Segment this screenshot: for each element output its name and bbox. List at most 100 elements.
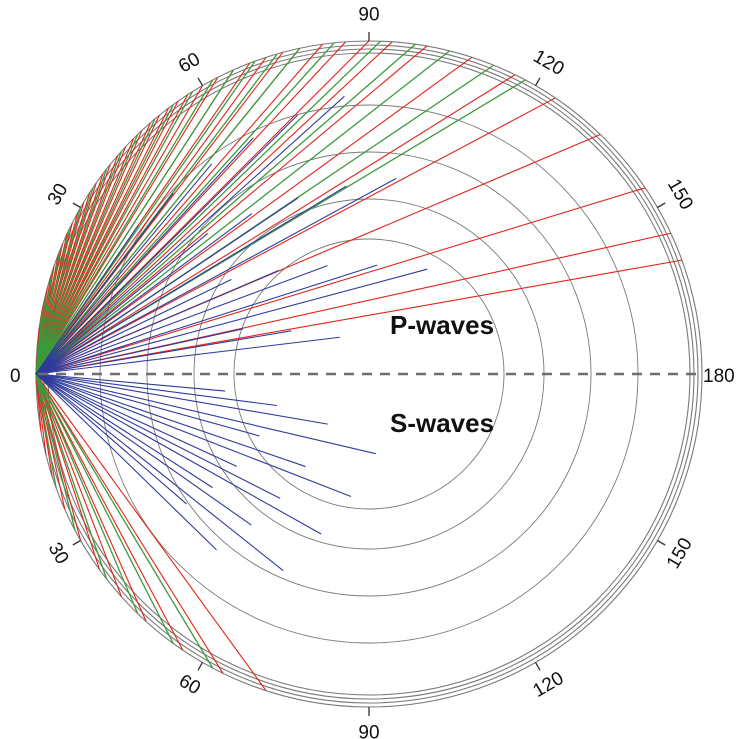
blue-ray <box>35 373 284 572</box>
tick-label: 30 <box>44 180 73 209</box>
green-ray <box>35 187 94 375</box>
blue-ray <box>35 197 299 375</box>
blue-ray <box>35 213 253 375</box>
green-ray <box>35 118 156 375</box>
blue-ray <box>35 373 306 468</box>
tick-label: 120 <box>530 46 568 80</box>
green-ray <box>35 69 235 375</box>
blue-ray <box>35 225 139 375</box>
blue-ray <box>35 373 213 489</box>
green-ray <box>35 373 174 644</box>
blue-ray <box>35 114 298 375</box>
green-ray <box>35 168 108 375</box>
green-ray <box>35 249 61 375</box>
blue-ray <box>35 137 254 375</box>
blue-ray <box>35 373 260 437</box>
green-ray <box>35 60 256 375</box>
tick-label: 30 <box>44 539 73 568</box>
red-ray <box>35 74 516 375</box>
green-ray <box>35 79 214 375</box>
blue-ray <box>35 265 328 375</box>
axis-right-label: 180 <box>703 366 735 387</box>
red-ray <box>35 43 324 375</box>
tick-label: 150 <box>663 535 697 573</box>
red-ray <box>35 187 646 375</box>
tick-mark <box>197 77 204 86</box>
blue-ray <box>35 185 347 375</box>
blue-ray <box>35 328 244 375</box>
outer-tick-marks <box>72 32 666 716</box>
green-ray <box>35 50 450 375</box>
inner-ring <box>233 238 505 510</box>
tick-mark <box>197 662 204 671</box>
blue-ray <box>35 177 397 375</box>
red-ray <box>35 41 393 375</box>
tick-mark <box>534 662 541 671</box>
green-ray <box>35 104 174 375</box>
blue-ray-paths <box>35 95 428 572</box>
s-waves-label: S-waves <box>390 408 494 438</box>
blue-ray <box>35 268 428 375</box>
green-ray <box>35 373 139 614</box>
red-ray <box>35 45 428 375</box>
blue-ray <box>35 269 280 375</box>
blue-ray <box>35 373 278 407</box>
blue-ray <box>35 264 378 375</box>
tick-mark <box>657 202 666 209</box>
blue-ray <box>35 163 213 375</box>
tick-label: 90 <box>358 5 379 26</box>
red-ray <box>35 259 683 375</box>
tick-mark <box>72 539 81 546</box>
blue-ray <box>35 373 322 535</box>
blue-ray <box>35 279 232 375</box>
green-ray <box>35 42 335 375</box>
green-ray <box>35 207 82 375</box>
blue-ray <box>35 373 188 505</box>
green-ray <box>35 150 123 375</box>
axis-left-label: 0 <box>10 366 21 387</box>
red-ray <box>35 97 556 375</box>
green-ray <box>35 227 71 375</box>
green-ray <box>35 373 214 669</box>
tick-mark <box>534 77 541 86</box>
p-waves-label: P-waves <box>390 310 494 340</box>
tick-mark <box>72 202 81 209</box>
green-ray <box>35 47 301 375</box>
tick-label: 60 <box>175 671 204 700</box>
blue-ray <box>35 95 345 375</box>
red-ray <box>35 373 147 622</box>
blue-ray <box>35 336 340 375</box>
blue-ray <box>35 373 226 392</box>
red-ray <box>35 373 184 651</box>
blue-ray <box>35 373 217 551</box>
green-ray <box>35 91 194 375</box>
blue-ray <box>35 373 352 498</box>
red-ray <box>35 373 123 598</box>
green-ray <box>35 373 57 489</box>
blue-ray <box>35 373 238 467</box>
green-ray <box>35 43 416 375</box>
blue-ray <box>35 373 281 499</box>
blue-ray <box>35 373 252 526</box>
green-ray <box>35 373 76 531</box>
green-ray <box>35 373 108 580</box>
red-ray <box>35 373 224 674</box>
tick-label: 120 <box>530 668 568 702</box>
green-ray <box>35 40 382 375</box>
tick-mark <box>657 539 666 546</box>
blue-ray <box>35 373 376 455</box>
red-ray <box>35 85 203 375</box>
green-ray <box>35 134 139 375</box>
red-ray <box>35 373 267 692</box>
blue-ray <box>35 330 292 375</box>
tick-label: 90 <box>358 723 379 739</box>
red-ray <box>35 373 66 510</box>
red-ray <box>35 56 473 375</box>
outer-tick-labels: 30 60 90 120 150 30 60 90 120 150 <box>44 5 697 739</box>
blue-ray <box>35 373 328 425</box>
tick-label: 150 <box>663 176 697 214</box>
tick-label: 60 <box>175 49 204 78</box>
blue-ray <box>35 232 209 375</box>
red-ray <box>35 56 267 375</box>
